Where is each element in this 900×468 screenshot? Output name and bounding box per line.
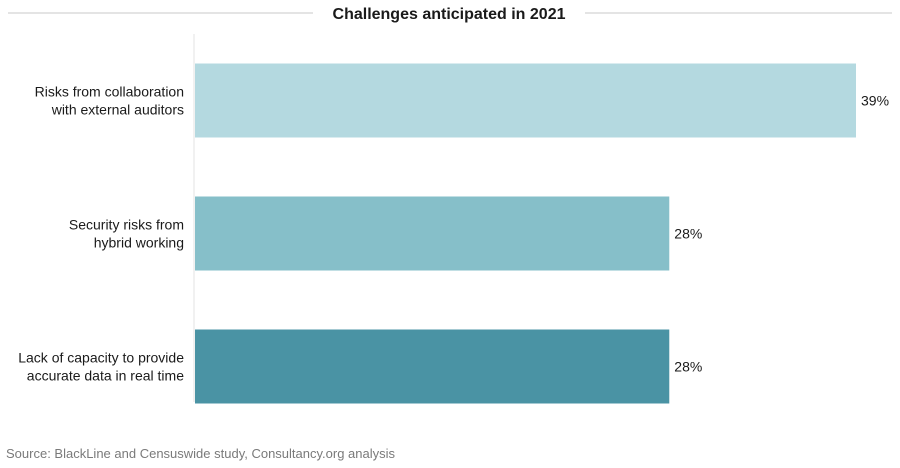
category-label-line: accurate data in real time [27, 368, 184, 384]
category-label-line: Security risks from [69, 217, 184, 233]
category-label-line: Risks from collaboration [35, 84, 184, 100]
source-note: Source: BlackLine and Censuswide study, … [6, 446, 396, 461]
bar-2 [195, 196, 670, 271]
value-label-3: 28% [674, 359, 702, 375]
chart-marks: 39% Risks from collaboration with external… [18, 63, 889, 404]
value-label-2: 28% [674, 226, 702, 242]
bar-chart: Challenges anticipated in 2021 39% Risks … [8, 6, 892, 404]
category-label-line: Lack of capacity to provide [18, 350, 184, 366]
value-label-1: 39% [861, 93, 889, 109]
bar-1 [195, 63, 856, 138]
bar-3 [195, 329, 670, 404]
chart-title: Challenges anticipated in 2021 [333, 6, 566, 23]
category-label-line: with external auditors [51, 102, 184, 118]
category-label-2: Security risks from hybrid working [69, 217, 184, 251]
category-label-line: hybrid working [94, 235, 184, 251]
category-label-1: Risks from collaboration with external au… [35, 84, 184, 118]
category-label-3: Lack of capacity to provide accurate data… [18, 350, 184, 384]
